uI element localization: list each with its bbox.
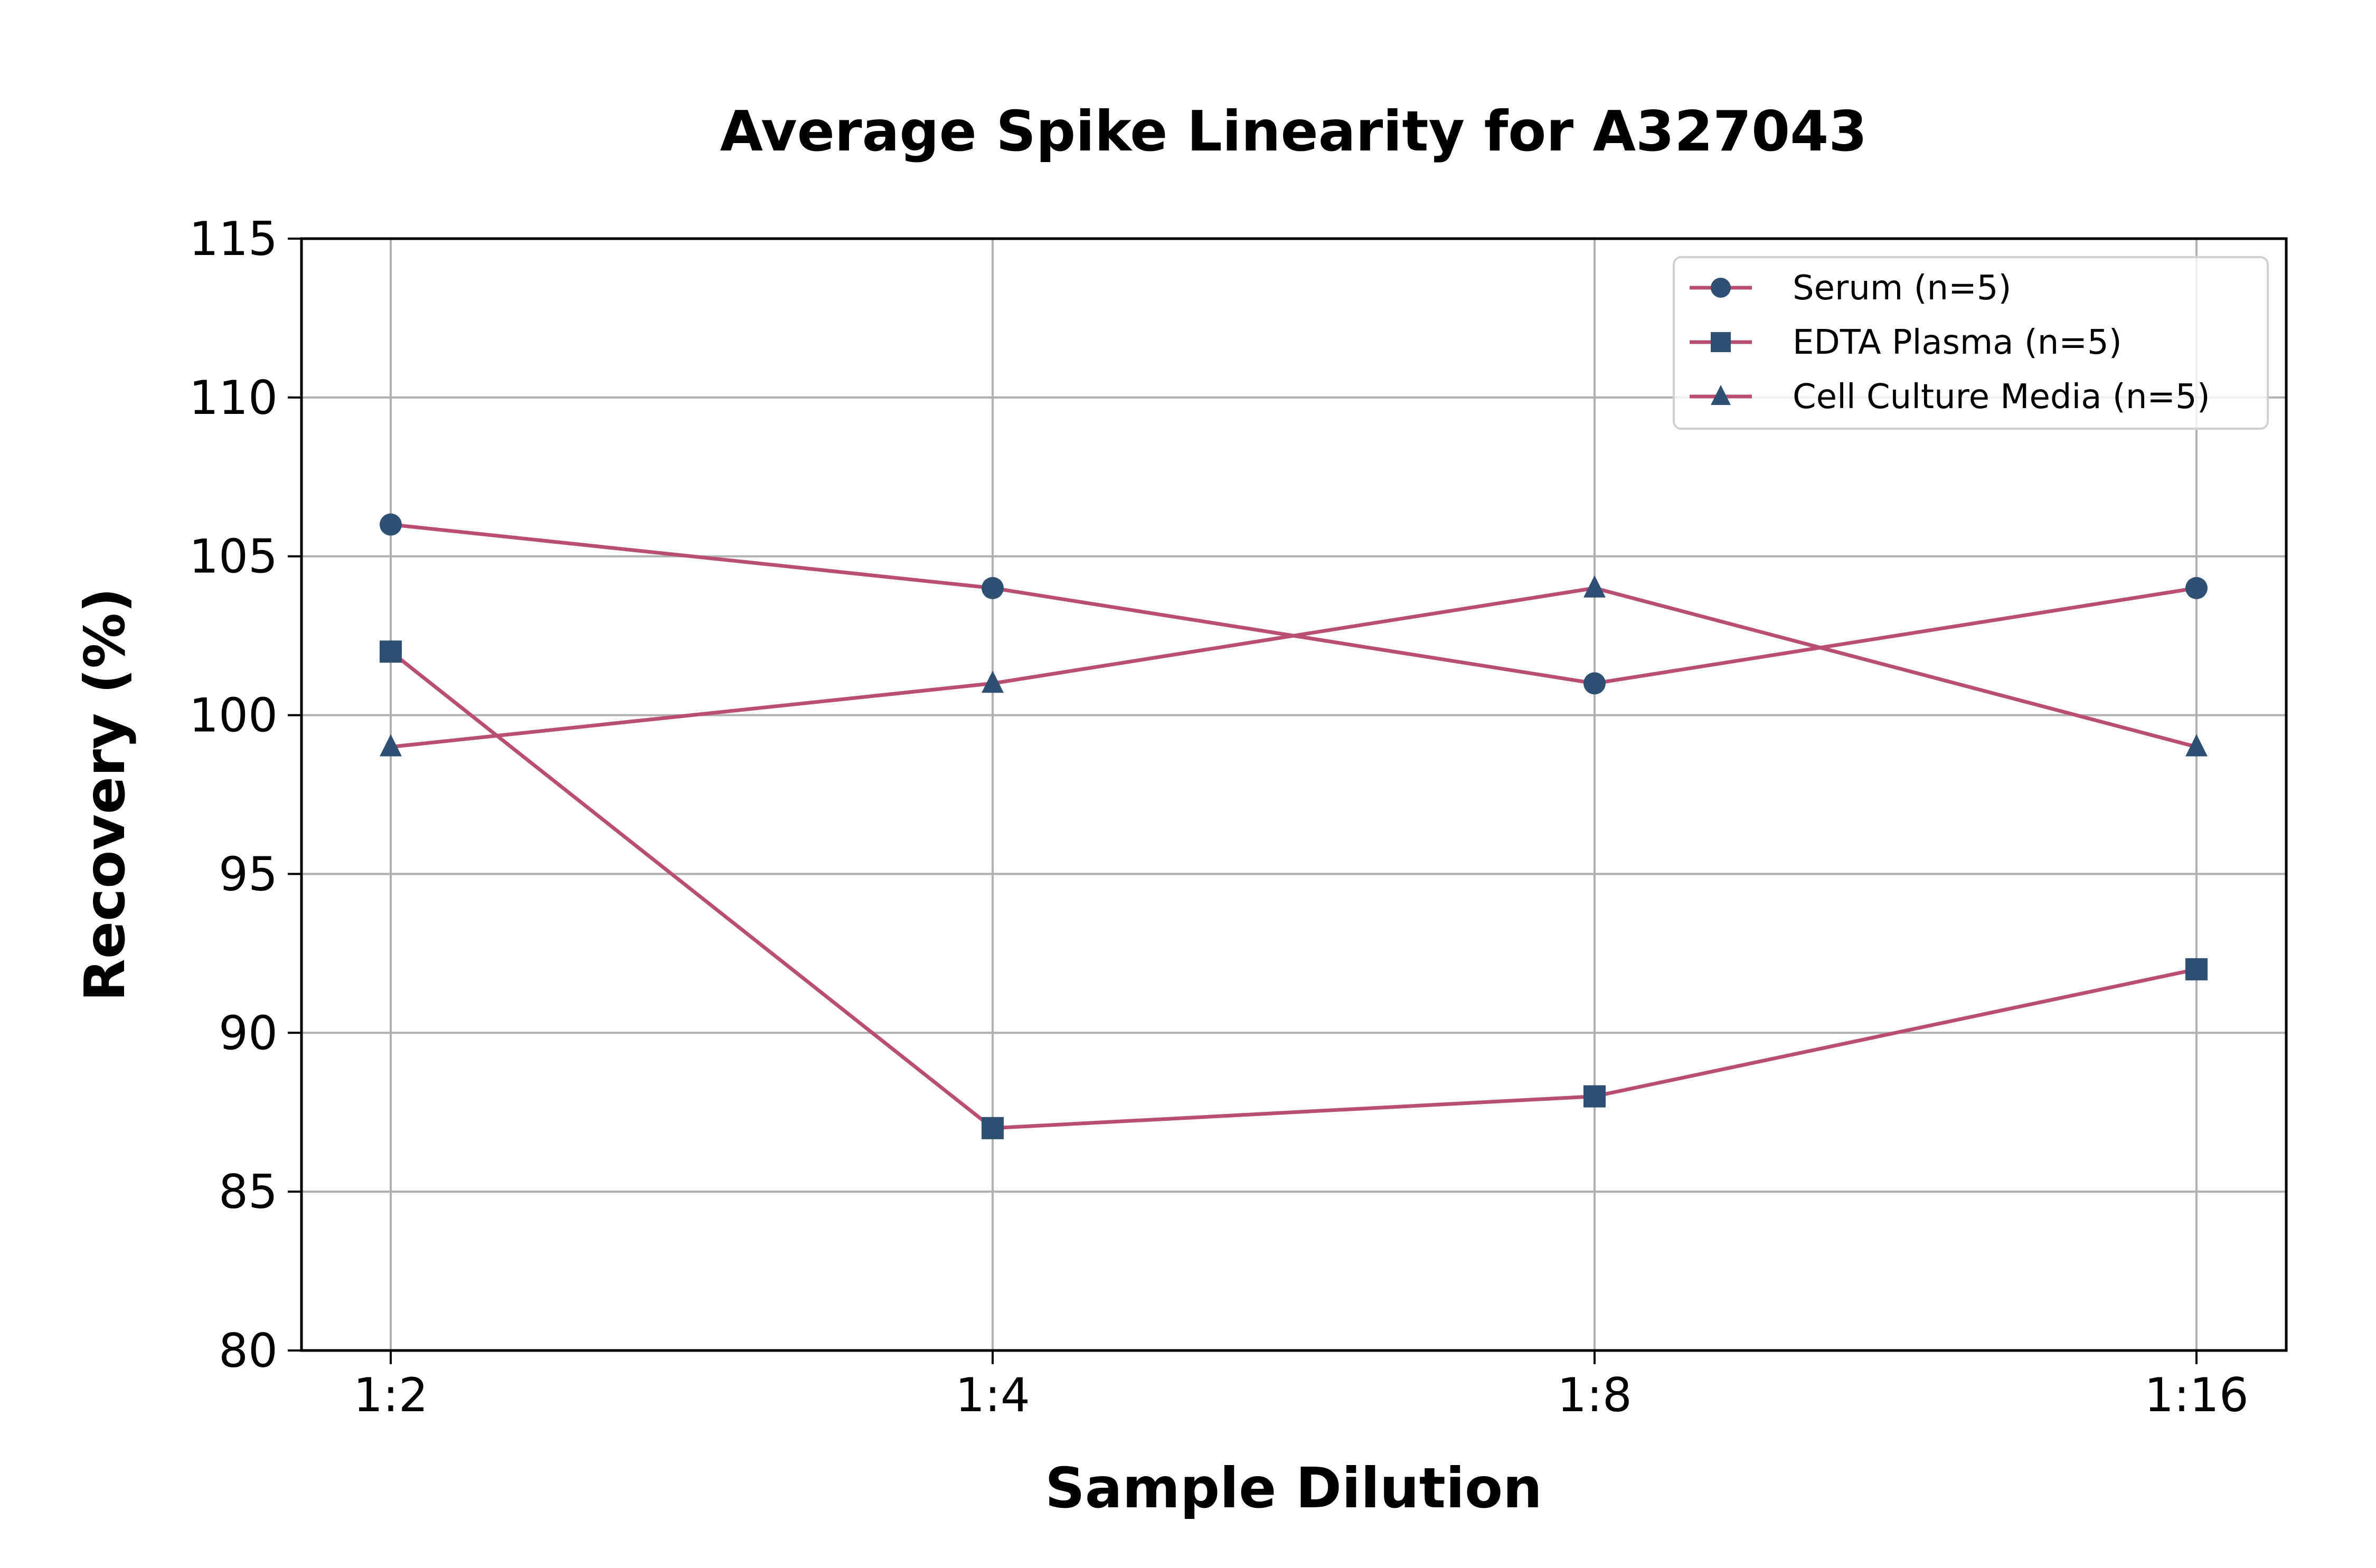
y-tick-label: 80 <box>219 1324 278 1378</box>
x-tick-label: 1:8 <box>1557 1368 1632 1422</box>
series-0 <box>380 513 2208 695</box>
y-tick-label: 100 <box>189 688 278 743</box>
chart-title: Average Spike Linearity for A327043 <box>720 99 1868 164</box>
x-axis-label: Sample Dilution <box>1045 1456 1542 1520</box>
data-point-circle <box>2185 577 2208 599</box>
data-point-triangle <box>380 734 402 757</box>
legend-item: Serum (n=5) <box>1690 269 2011 308</box>
legend-marker-square <box>1711 332 1731 352</box>
data-point-circle <box>380 513 402 536</box>
data-point-square <box>1583 1085 1606 1108</box>
data-point-triangle <box>1583 575 1606 598</box>
y-tick-label: 105 <box>189 530 278 584</box>
data-point-square <box>380 640 402 663</box>
legend: Serum (n=5) EDTA Plasma (n=5) Cell Culture… <box>1673 256 2269 430</box>
x-tick-label: 1:2 <box>353 1368 428 1422</box>
y-tick-label: 85 <box>219 1165 278 1219</box>
series-line <box>390 586 2197 749</box>
y-tick-label: 115 <box>189 212 278 266</box>
data-point-triangle <box>982 670 1004 693</box>
legend-label: Cell Culture Media (n=5) <box>1793 377 2210 417</box>
data-point-circle <box>982 577 1004 599</box>
plot-frame <box>300 237 2288 1352</box>
data-point-circle <box>1583 672 1606 695</box>
y-tick-label: 110 <box>189 371 278 425</box>
y-axis-label: Recovery (%) <box>73 588 137 1002</box>
legend-label: Serum (n=5) <box>1793 269 2011 308</box>
series-line <box>389 650 2197 1130</box>
legend-item: Cell Culture Media (n=5) <box>1690 377 2210 417</box>
legend-frame <box>1673 256 2269 430</box>
data-point-square <box>982 1117 1004 1139</box>
legend-item: EDTA Plasma (n=5) <box>1690 323 2122 362</box>
legend-marker-circle <box>1711 278 1731 298</box>
series-line <box>390 523 2197 685</box>
y-tick-label: 90 <box>219 1006 278 1060</box>
series-layer <box>380 513 2208 1139</box>
series-1 <box>380 640 2208 1139</box>
y-axis: 80 85 90 95 100 105 110 115 <box>189 212 301 1378</box>
legend-marker-triangle <box>1711 385 1731 405</box>
series-2 <box>380 575 2208 757</box>
x-axis: 1:2 1:4 1:8 1:16 <box>353 1350 2249 1422</box>
y-tick-label: 95 <box>219 847 278 901</box>
x-tick-label: 1:4 <box>955 1368 1030 1422</box>
legend-label: EDTA Plasma (n=5) <box>1793 323 2122 362</box>
x-tick-label: 1:16 <box>2144 1368 2249 1422</box>
data-point-triangle <box>2185 734 2208 757</box>
data-point-square <box>2185 958 2208 980</box>
